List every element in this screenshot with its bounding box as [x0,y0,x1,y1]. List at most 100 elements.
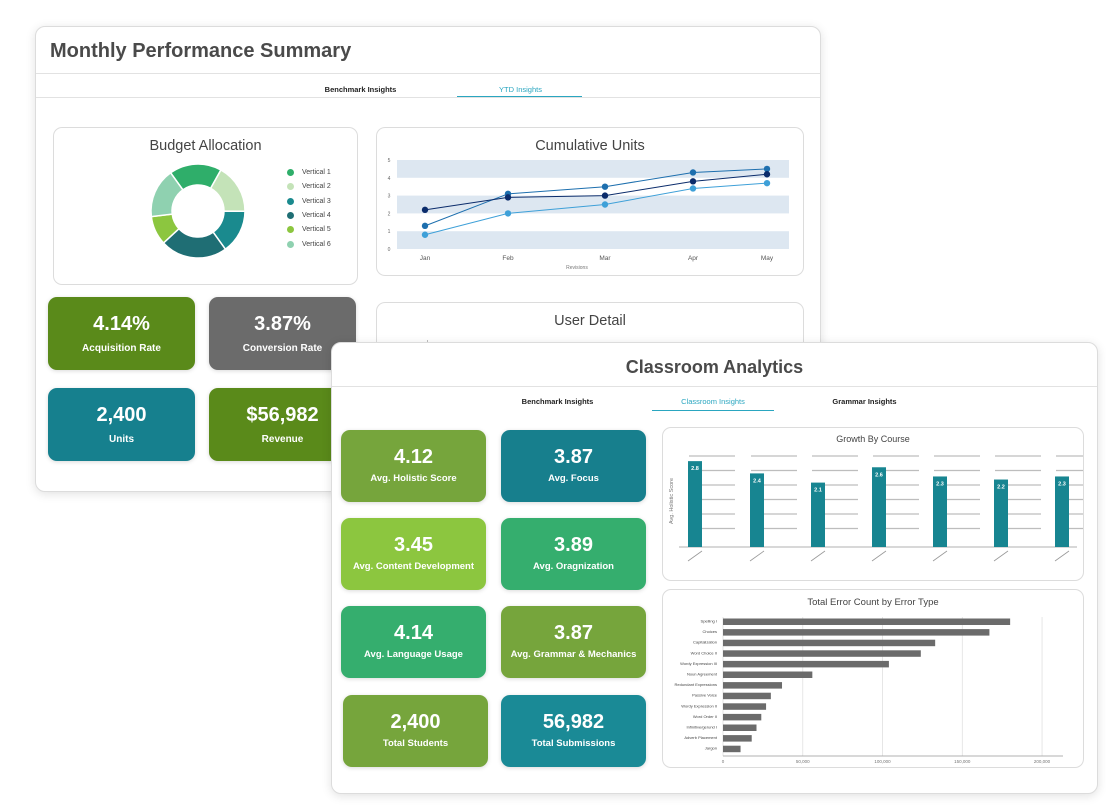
bar [723,724,757,731]
legend-label: Vertical 1 [302,169,331,176]
data-point [763,165,771,173]
kpi-value: 2,400 [390,711,441,733]
bar [723,650,921,657]
kpi-tile-grammar-mechanics[interactable]: 3.87 Avg. Grammar & Mechanics [501,606,646,678]
kpi-label: Total Students [382,738,449,749]
bar [1055,476,1069,547]
legend-label: Vertical 4 [302,211,331,219]
bar [723,735,752,742]
data-point [601,183,609,190]
kpi-label: Avg. Holistic Score [370,473,457,484]
bar-value-label: 2.8 [691,466,699,472]
bar [723,745,741,753]
tab-benchmark-insights[interactable]: Benchmark Insights [521,397,594,406]
legend-item: Vertical 6 [287,240,331,248]
data-point [689,185,697,192]
panel-title: Cumulative Units [535,138,645,154]
x-tick-label: May [761,255,774,262]
kpi-tile-units[interactable]: 2,400 Units [48,388,195,461]
y-tick-label: 2 [388,211,391,217]
data-point [421,206,429,214]
y-tick-label: Wordy Expression III [680,661,717,666]
kpi-tile-total-students[interactable]: 2,400 Total Students [343,695,488,767]
kpi-value: $56,982 [246,404,319,426]
y-tick-label: Choices [703,629,717,634]
x-tick-label: 50,000 [796,759,810,764]
divider [36,97,820,98]
kpi-tile-acquisition-rate[interactable]: 4.14% Acquisition Rate [48,297,195,370]
cumulative-units-chart: 0 1 2 3 4 5 Jan Feb Mar Apr May Revisions [388,158,789,271]
x-tick-label [749,550,765,562]
x-tick-label: Jan [420,255,431,262]
kpi-tile-focus[interactable]: 3.87 Avg. Focus [501,430,646,502]
kpi-value: 2,400 [96,404,147,426]
x-tick-label: 100,000 [874,759,891,764]
legend-label: Vertical 5 [302,226,331,234]
data-point [601,192,609,199]
x-tick-label [993,550,1009,562]
y-tick-label: Spelling I [701,619,717,624]
kpi-label: Avg. Oragnization [533,561,614,572]
classroom-analytics-card: Classroom Analytics Benchmark Insights C… [331,342,1098,794]
y-tick-label: Wordy Expression II [681,703,717,708]
bar [723,639,936,647]
x-axis-label: Revisions [566,265,588,271]
data-point [763,171,771,178]
bar-value-label: 2.3 [1058,481,1066,487]
y-tick-label: 4 [388,176,391,182]
kpi-label: Avg. Grammar & Mechanics [510,649,637,660]
y-tick-label: Word Order II [693,714,717,719]
kpi-tile-total-submissions[interactable]: 56,982 Total Submissions [501,695,646,767]
error-count-chart: 0 50,000 100,000 150,000 200,000 Spelling I Ch… [675,617,1063,764]
x-tick-label [932,550,948,562]
legend-swatch [287,211,294,219]
data-point [689,178,697,185]
growth-by-course-panel: Growth By Course Avg. Holistic Score 2.8 2… [662,427,1084,581]
bar-value-label: 2.6 [875,472,883,478]
bar [723,713,762,721]
kpi-tile-content-development[interactable]: 3.45 Avg. Content Development [341,518,486,590]
kpi-label: Avg. Language Usage [364,649,463,660]
y-tick-label: Word Choice II [691,650,717,655]
bar [994,479,1008,547]
kpi-label: Units [109,434,134,445]
tab-grammar-insights[interactable]: Grammar Insights [832,397,897,406]
x-tick-label: 150,000 [954,759,971,764]
tab-ytd-insights[interactable]: YTD Insights [499,85,542,94]
y-tick-label: Capitalization [693,640,717,645]
y-tick-label: Passive Voice [692,693,718,698]
data-point [601,201,609,208]
bar-value-label: 2.1 [814,488,822,494]
y-tick-label: Noun Agreement [687,672,718,677]
legend-swatch [287,183,294,191]
kpi-tile-language-usage[interactable]: 4.14 Avg. Language Usage [341,606,486,678]
bar [723,629,990,636]
legend-label: Vertical 6 [302,240,331,248]
bar [811,482,825,547]
kpi-label: Total Submissions [531,738,616,749]
kpi-tile-holistic-score[interactable]: 4.12 Avg. Holistic Score [341,430,486,502]
grid-band [397,195,789,214]
y-tick-label: Adverb Placement [684,735,718,740]
data-point [763,179,771,187]
panel-title: Budget Allocation [149,138,262,154]
kpi-tile-organization[interactable]: 3.89 Avg. Oragnization [501,518,646,590]
active-tab-indicator [652,410,774,411]
kpi-tile-conversion-rate[interactable]: 3.87% Conversion Rate [209,297,356,370]
legend-label: Vertical 2 [302,183,331,191]
x-tick-label: Apr [688,255,699,262]
bar [688,461,702,547]
tab-benchmark-insights[interactable]: Benchmark Insights [324,85,397,94]
panel-title: User Detail [554,313,626,329]
kpi-value: 3.87 [554,622,593,644]
x-tick-label [871,550,887,562]
tab-classroom-insights[interactable]: Classroom Insights [681,397,745,406]
bar [723,618,1011,625]
y-axis-label: Avg. Holistic Score [669,478,675,524]
data-point [689,169,697,176]
divider [332,386,1097,387]
bar [750,473,764,547]
grid-band [397,160,789,178]
legend-item: Vertical 3 [287,197,331,205]
error-count-panel: Total Error Count by Error Type 0 50,000 1… [662,589,1084,768]
